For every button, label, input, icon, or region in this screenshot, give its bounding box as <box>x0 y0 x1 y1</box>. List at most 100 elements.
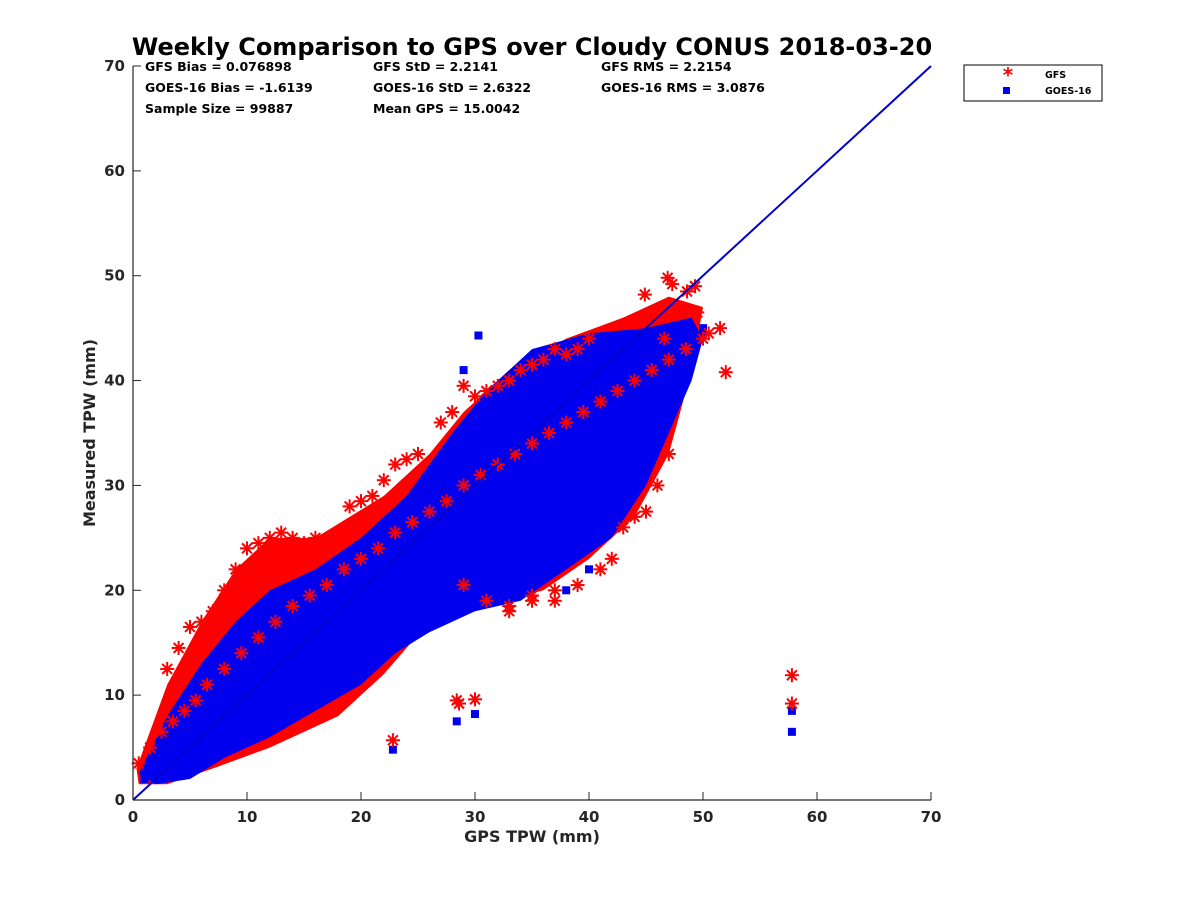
goes16-point <box>322 628 331 637</box>
x-axis-label: GPS TPW (mm) <box>464 827 600 846</box>
gfs-point <box>718 365 733 380</box>
gfs-point <box>713 321 728 336</box>
gfs-point <box>604 551 619 566</box>
goes16-point <box>619 392 628 401</box>
gfs-point <box>297 536 311 551</box>
goes16-point <box>277 670 286 679</box>
statistics-annotations: GFS Bias = 0.076898 GFS StD = 2.2141 GFS… <box>145 59 765 116</box>
gfs-point <box>285 530 300 545</box>
gfs-point <box>593 562 608 577</box>
gfs-point <box>479 593 494 608</box>
gfs-point <box>688 279 703 294</box>
gfs-point <box>445 405 460 420</box>
gfs-point <box>160 661 175 676</box>
y-tick-label: 60 <box>104 162 125 180</box>
legend-goes-square-icon <box>1003 87 1010 94</box>
gfs-point <box>274 525 289 540</box>
x-tick-label: 70 <box>921 808 942 826</box>
gfs-point <box>525 357 539 372</box>
gfs-point <box>784 696 799 711</box>
chart-title: Weekly Comparison to GPS over Cloudy CON… <box>132 33 932 61</box>
goes16-point <box>334 617 343 626</box>
gfs-point <box>661 352 676 367</box>
y-tick-label: 20 <box>104 581 125 599</box>
goes16-point <box>585 565 593 574</box>
gfs-point <box>452 696 467 711</box>
goes16-point <box>357 602 365 611</box>
x-tick-label: 60 <box>807 808 828 826</box>
goes16-point <box>379 581 388 590</box>
stat-goes-bias: GOES-16 Bias = -1.6139 <box>145 80 313 95</box>
gfs-point <box>405 515 420 530</box>
legend: * GFS GOES-16 <box>963 63 1103 102</box>
gfs-point <box>502 373 517 388</box>
gfs-point <box>439 494 454 509</box>
gfs-point <box>433 415 448 430</box>
goes16-point <box>687 339 696 348</box>
gfs-point <box>228 562 243 577</box>
goes16-point <box>787 727 796 736</box>
goes16-point <box>265 680 274 689</box>
gfs-point <box>342 499 357 514</box>
one-to-one-line <box>132 65 932 801</box>
y-tick-label: 30 <box>104 476 125 494</box>
gfs-point <box>559 347 574 362</box>
gfs-point <box>200 677 215 692</box>
gfs-point <box>690 305 705 320</box>
gfs-point <box>319 578 334 593</box>
gfs-point <box>610 384 625 399</box>
gfs-point <box>637 287 652 302</box>
goes16-point <box>550 439 559 448</box>
gfs-point <box>627 509 642 524</box>
gfs-point <box>502 599 517 614</box>
gfs-point <box>371 541 386 556</box>
gfs-point <box>616 520 631 535</box>
goes16-point <box>482 491 491 500</box>
one-to-one-line-layer <box>132 65 932 801</box>
gfs-point <box>639 504 653 519</box>
gfs-point <box>177 703 192 718</box>
goes16-point <box>562 429 571 437</box>
x-tick-label: 50 <box>693 808 714 826</box>
gfs-point <box>559 415 574 430</box>
goes16-point <box>243 696 251 705</box>
y-tick-label: 50 <box>104 267 125 285</box>
stat-goes-std: GOES-16 StD = 2.6322 <box>373 80 531 95</box>
goes16-point <box>539 444 548 453</box>
goes16-point <box>436 528 445 537</box>
stat-gfs-std: GFS StD = 2.2141 <box>373 59 498 74</box>
gfs-point <box>154 724 169 739</box>
goes16-point <box>471 710 479 719</box>
goes16-point <box>474 331 483 340</box>
gfs-point <box>513 363 528 378</box>
gfs-point <box>165 714 180 729</box>
x-tick-label: 40 <box>579 808 600 826</box>
gfs-point <box>399 452 414 467</box>
goes16-point <box>699 324 707 333</box>
gfs-point <box>542 426 557 440</box>
goes16-point <box>493 481 502 490</box>
goes16-point <box>208 727 217 736</box>
gfs-point <box>422 504 437 519</box>
goes16-point <box>140 775 149 784</box>
gfs-point <box>188 693 203 708</box>
goes16-point <box>300 649 308 658</box>
gfs-point <box>251 536 266 551</box>
x-tick-label: 20 <box>351 808 372 826</box>
goes16-point <box>459 507 468 516</box>
legend-box <box>963 64 1103 102</box>
goes16-point <box>151 769 160 778</box>
goes16-point <box>642 371 650 380</box>
y-tick-label: 0 <box>115 791 125 809</box>
gfs-point <box>183 619 197 634</box>
goes16-point <box>585 413 593 422</box>
y-tick-label: 70 <box>104 57 125 75</box>
gfs-point <box>376 473 391 488</box>
gfs-point <box>262 530 277 545</box>
goes16-point <box>220 717 229 726</box>
goes16-point <box>391 570 400 579</box>
gfs-point <box>479 384 494 399</box>
gfs-point <box>582 331 596 346</box>
goes16-point <box>459 366 468 375</box>
x-tick-label: 0 <box>128 808 138 826</box>
